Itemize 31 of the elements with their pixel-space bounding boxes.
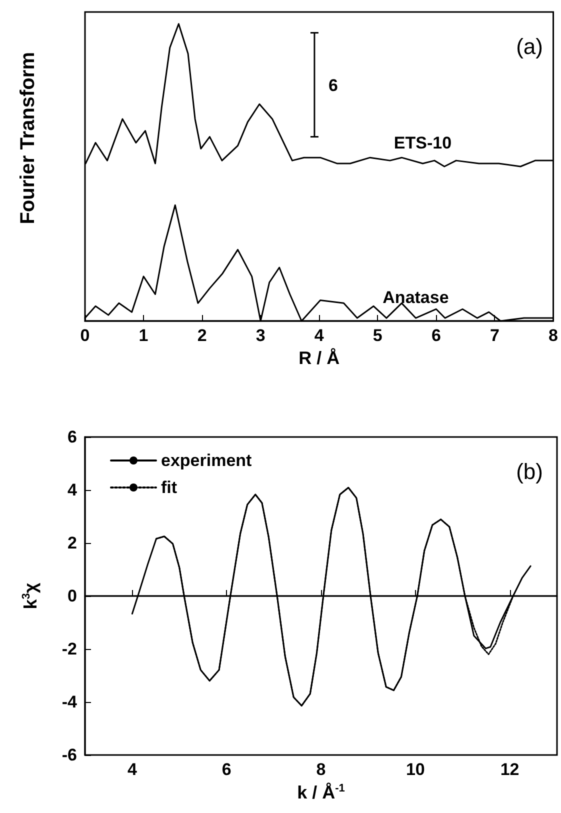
x-tick-label: 6: [222, 760, 232, 779]
y-tick-label: 6: [68, 428, 77, 446]
annotation: (b): [516, 459, 543, 484]
x-tick-label: 10: [406, 760, 425, 779]
x-tick-label: 8: [316, 760, 326, 779]
x-tick-label: 8: [548, 326, 558, 345]
x-tick-label: 4: [314, 326, 324, 345]
x-tick-label: 2: [197, 326, 207, 345]
x-tick-label: 0: [80, 326, 90, 345]
series-label: Anatase: [382, 288, 449, 308]
x-tick-label: 7: [490, 326, 500, 345]
x-tick-label: 1: [138, 326, 148, 345]
y-tick-label: 2: [68, 534, 77, 552]
x-tick-label: 12: [500, 760, 520, 779]
x-axis-title: R / Å: [298, 348, 340, 368]
x-tick-label: 5: [372, 326, 382, 345]
annotation: (a): [516, 34, 543, 59]
y-tick-label: 0: [68, 586, 77, 606]
y-tick-label: -4: [62, 692, 78, 712]
legend-label: fit: [161, 478, 178, 497]
x-tick-label: 4: [127, 760, 138, 779]
y-axis-title: k3χ: [20, 582, 40, 610]
y-tick-label: -6: [62, 746, 77, 764]
y-tick-label: -2: [62, 640, 77, 658]
series-label: ETS-10: [394, 134, 452, 153]
annotation: 6: [328, 76, 338, 95]
legend-label: experiment: [161, 451, 252, 470]
x-tick-label: 3: [256, 326, 266, 345]
x-tick-label: 6: [431, 326, 441, 345]
y-tick-label: 4: [68, 480, 78, 500]
y-axis-title: Fourier Transform: [17, 52, 39, 224]
